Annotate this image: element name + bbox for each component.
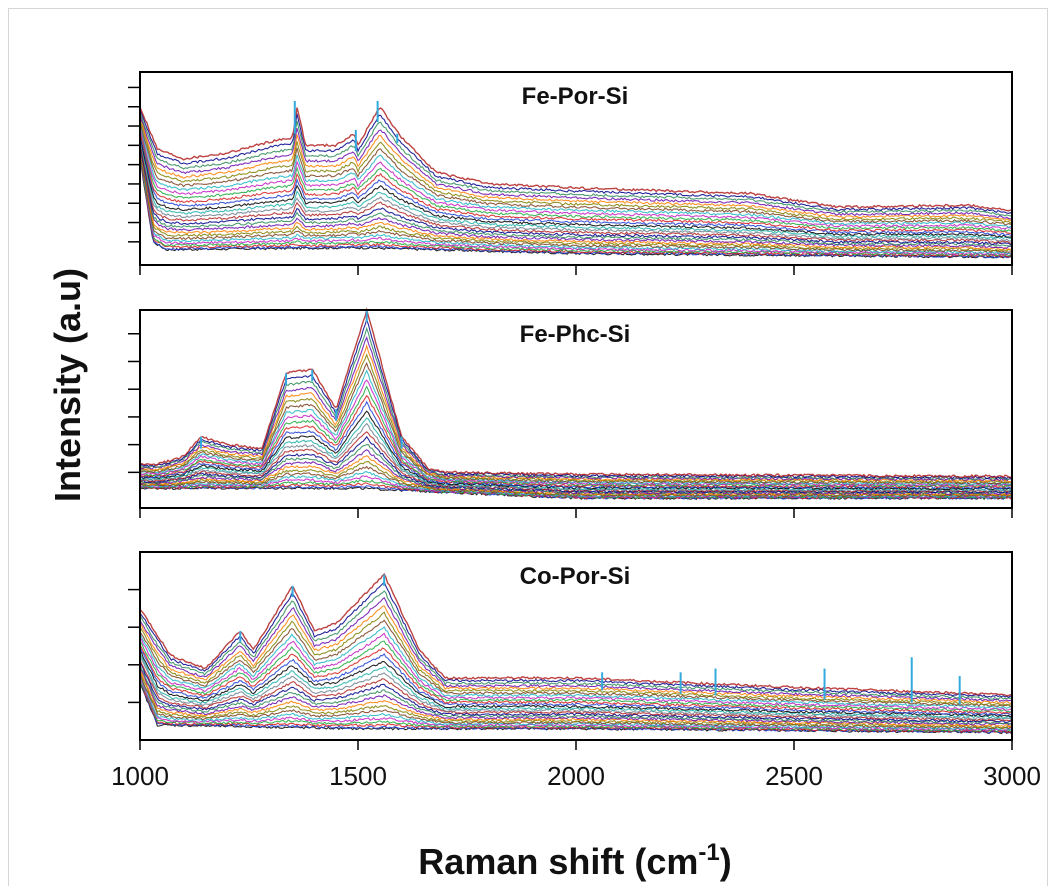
spectrum-trace [139, 157, 1013, 259]
spectrum-trace [139, 106, 1013, 212]
spectrum-trace [139, 632, 1013, 711]
spectrum-trace [139, 123, 1013, 229]
spectrum-trace [139, 471, 1013, 499]
spectrum-trace [139, 155, 1013, 256]
spectrum-trace [139, 130, 1013, 233]
spectrum-trace [139, 465, 1013, 498]
spectrum-trace [139, 147, 1013, 249]
x-tick-label: 3000 [983, 761, 1041, 791]
panels-group: Fe-Por-Si Fe-Phc-Si Co-Por-Si [128, 71, 1013, 750]
spectrum-trace [139, 144, 1013, 246]
spectrum-trace [139, 619, 1013, 707]
spectrum-trace [139, 150, 1013, 252]
panel-3: Co-Por-Si [128, 551, 1013, 750]
spectrum-trace [139, 671, 1013, 729]
figure-frame [8, 8, 1048, 886]
spectrum-trace [139, 590, 1013, 700]
x-axis-title-close: ) [720, 841, 732, 882]
spectrum-trace [139, 664, 1013, 725]
spectrum-trace [139, 155, 1013, 257]
spectrum-trace [139, 343, 1013, 483]
spectrum-trace [140, 417, 1013, 492]
panel-title: Fe-Phc-Si [520, 321, 631, 348]
spectrum-trace [139, 572, 1013, 697]
spectrum-trace [139, 112, 1013, 218]
spectrum-trace [139, 658, 1013, 722]
x-tick-label: 2000 [547, 761, 605, 791]
spectrum-trace [139, 385, 1013, 488]
spectrum-trace [139, 114, 1013, 220]
x-axis-title: Raman shift (cm-1) [418, 839, 731, 882]
spectrum-trace [139, 135, 1013, 238]
spectrum-trace [139, 656, 1013, 721]
x-tick-label: 1500 [329, 761, 387, 791]
spectrum-trace [139, 681, 1013, 733]
y-axis-title: Intensity (a.u) [47, 268, 88, 502]
spectrum-trace [139, 369, 1013, 486]
spectrum-trace [139, 142, 1013, 245]
spectrum-trace [139, 149, 1013, 251]
spectrum-trace [139, 119, 1013, 224]
spectrum-trace [139, 611, 1013, 706]
spectrum-trace [139, 605, 1013, 704]
spectrum-trace [139, 625, 1013, 709]
spectrum-trace [139, 361, 1013, 485]
spectrum-trace [139, 126, 1013, 230]
spectrum-trace [139, 650, 1013, 718]
spectrum-trace [139, 146, 1013, 247]
x-tick-label: 1000 [111, 761, 169, 791]
spectrum-trace [139, 644, 1013, 715]
spectrum-trace [139, 394, 1013, 489]
spectrum-trace [139, 133, 1013, 237]
x-tick-labels: 1000 1500 2000 2500 3000 [111, 761, 1041, 791]
spectrum-trace [139, 139, 1013, 242]
spectrum-trace [139, 151, 1013, 254]
spectrum-trace [139, 667, 1013, 726]
spectrum-trace [139, 675, 1013, 731]
spectrum-trace [139, 640, 1013, 713]
spectrum-trace [139, 400, 1013, 490]
spectrum-trace [139, 157, 1013, 258]
spectrum-trace [139, 116, 1013, 222]
x-axis-title-superscript: -1 [698, 839, 719, 866]
panel-1: Fe-Por-Si [128, 71, 1013, 275]
panel-title: Co-Por-Si [520, 563, 631, 590]
spectrum-trace [139, 379, 1013, 487]
x-axis-title-main: Raman shift (cm [418, 841, 698, 882]
panel-2: Fe-Phc-Si [128, 307, 1013, 518]
spectrum-trace [139, 122, 1013, 226]
spectrum-trace [139, 670, 1012, 728]
spectrum-trace [139, 581, 1013, 699]
spectrum-trace [139, 138, 1013, 240]
spectrum-trace [139, 335, 1012, 482]
spectrum-trace [139, 653, 1013, 720]
x-tick-label: 2500 [765, 761, 823, 791]
spectrum-trace [139, 596, 1013, 702]
spectrum-trace [139, 662, 1013, 723]
spectrum-trace [140, 422, 1013, 493]
spectrum-trace [139, 109, 1013, 215]
spectrum-trace [139, 132, 1013, 234]
panel-title: Fe-Por-Si [522, 83, 629, 110]
